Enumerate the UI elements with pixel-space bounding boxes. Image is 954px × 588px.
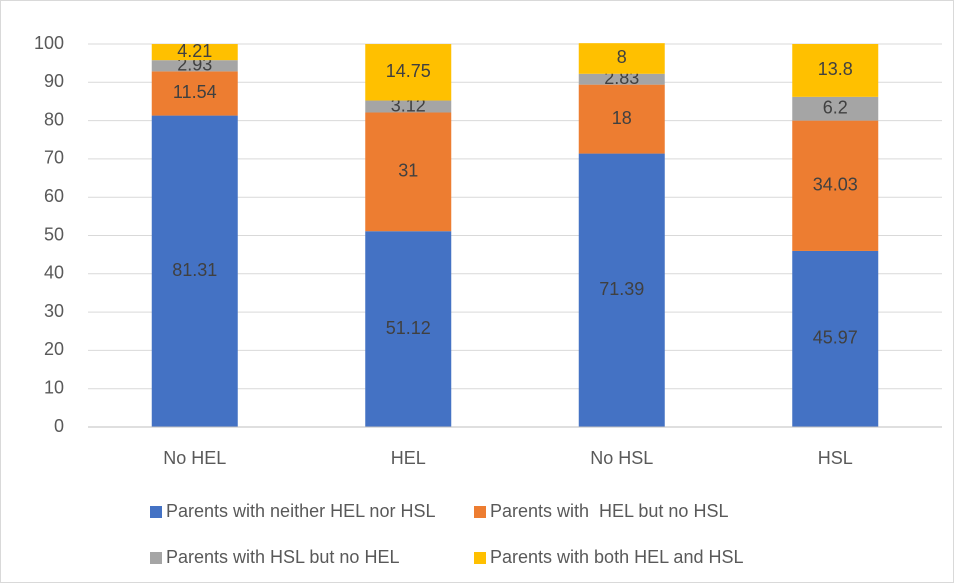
bar-segment (578, 73, 665, 85)
x-tick-label: No HSL (590, 448, 653, 468)
bar-segment (151, 115, 238, 427)
y-tick-label: 20 (44, 339, 64, 359)
bar-segment (365, 100, 452, 113)
bar-segment (151, 60, 238, 72)
legend-swatch (150, 506, 162, 518)
y-tick-label: 30 (44, 301, 64, 321)
x-tick-label: No HEL (163, 448, 226, 468)
data-label: 11.54 (173, 82, 217, 102)
y-tick-label: 10 (44, 377, 64, 397)
bar-segment (151, 44, 238, 61)
legend-label: Parents with HSL but no HEL (166, 547, 399, 567)
bar-segment (578, 43, 665, 74)
legend-swatch (150, 552, 162, 564)
bar-segment (365, 231, 452, 427)
y-tick-label: 50 (44, 224, 64, 244)
legend-label: Parents with both HEL and HSL (490, 547, 743, 567)
x-tick-label: HEL (391, 448, 426, 468)
bar-segment (578, 153, 665, 427)
data-label: 4.21 (177, 41, 212, 61)
bar-segment (578, 84, 665, 154)
bar-segment (365, 44, 452, 101)
data-label: 18 (612, 108, 632, 128)
data-label: 34.03 (813, 175, 858, 195)
data-label: 14.75 (386, 61, 431, 81)
y-tick-label: 100 (34, 33, 64, 53)
data-label: 71.39 (599, 279, 644, 299)
data-label: 6.2 (823, 97, 848, 117)
data-label: 45.97 (813, 328, 858, 348)
y-tick-label: 80 (44, 109, 64, 129)
bar-segment (792, 120, 879, 251)
legend-swatch (474, 552, 486, 564)
data-label: 51.12 (386, 318, 431, 338)
legend-label: Parents with neither HEL nor HSL (166, 501, 435, 521)
y-tick-label: 0 (54, 416, 64, 436)
legend-swatch (474, 506, 486, 518)
y-tick-label: 70 (44, 148, 64, 168)
bar-segment (365, 112, 452, 232)
bar-segment (792, 96, 879, 121)
bar-segment (792, 250, 879, 427)
data-label: 8 (617, 47, 627, 67)
y-tick-label: 40 (44, 263, 64, 283)
data-label: 31 (398, 161, 418, 181)
bar-segment (151, 71, 238, 116)
y-tick-label: 60 (44, 186, 64, 206)
x-tick-label: HSL (818, 448, 853, 468)
legend-label: Parents with HEL but no HSL (490, 501, 728, 521)
data-label: 13.8 (818, 59, 853, 79)
y-tick-label: 90 (44, 71, 64, 91)
bar-segment (792, 44, 879, 97)
data-label: 81.31 (172, 260, 217, 280)
